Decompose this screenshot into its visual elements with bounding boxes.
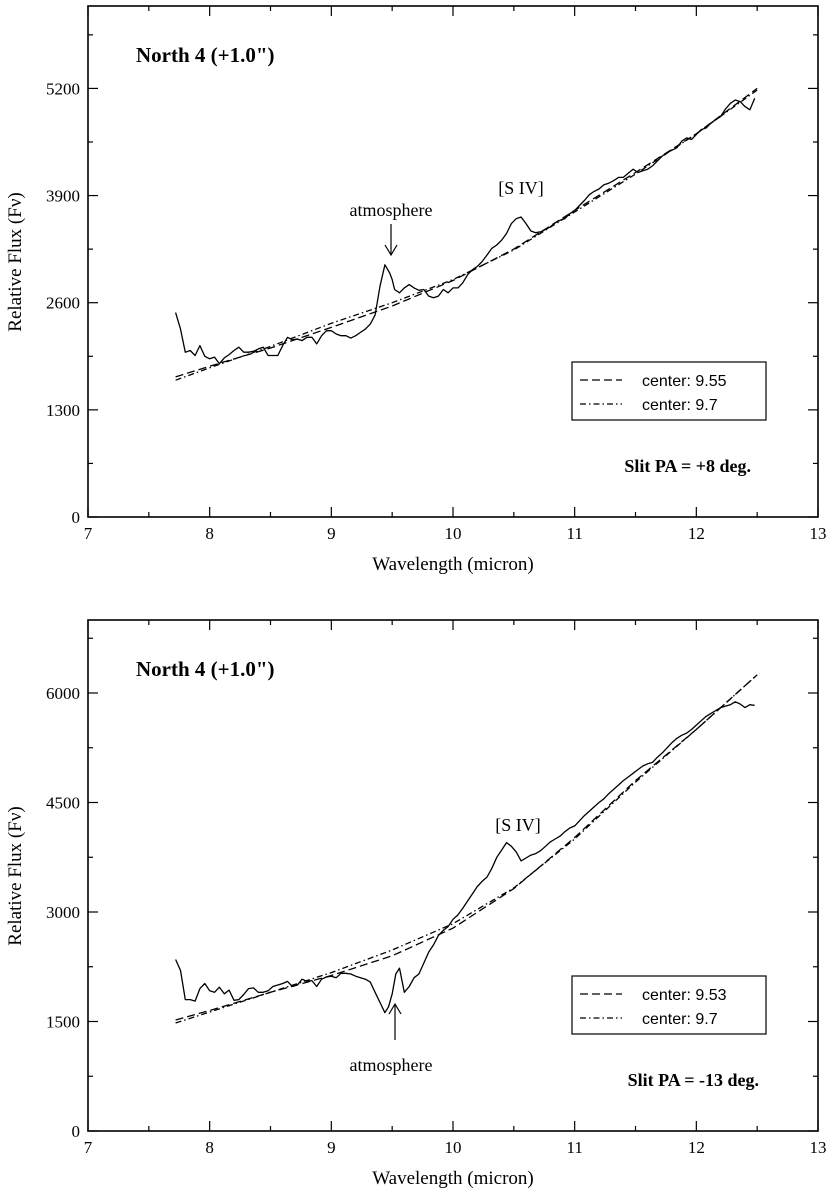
bottom-ticks [87, 620, 819, 1132]
bottom-x-tick-label: 11 [566, 1138, 582, 1157]
top-x-tick-label: 7 [84, 524, 93, 543]
bottom-slit-label: Slit PA = -13 deg. [628, 1070, 759, 1090]
top-y-tick-label: 2600 [46, 294, 80, 313]
bottom-y-axis-title: Relative Flux (Fν) [5, 806, 26, 945]
top-series-dash [175, 87, 758, 378]
bottom-legend-box [571, 975, 767, 1035]
bottom-x-tick-label: 7 [84, 1138, 93, 1157]
bottom-series-dashdot [175, 674, 758, 1024]
bottom-atmosphere-label: atmosphere [350, 1055, 433, 1075]
bottom-legend-label-2: center: 9.7 [642, 1011, 718, 1028]
top-series-dashdot [175, 89, 758, 381]
top-legend-label-2: center: 9.7 [642, 397, 718, 414]
top-y-axis-title: Relative Flux (Fν) [5, 192, 26, 331]
bottom-x-tick-label: 8 [205, 1138, 214, 1157]
bottom-s-iv-label: [S IV] [495, 815, 541, 835]
top-series [174, 87, 758, 381]
bottom-x-axis-title: Wavelength (micron) [372, 1168, 534, 1189]
top-x-tick-label: 11 [566, 524, 582, 543]
bottom-x-tick-label: 10 [445, 1138, 462, 1157]
bottom-y-tick-label: 3000 [46, 903, 80, 922]
bottom-panel: 7 8 9 10 11 12 13 0 1500 3000 4500 6000 North 4 (+1… [5, 619, 827, 1189]
top-x-tick-label: 12 [688, 524, 705, 543]
bottom-x-tick-label: 12 [688, 1138, 705, 1157]
bottom-x-tick-label: 9 [327, 1138, 336, 1157]
top-x-tick-label: 13 [810, 524, 827, 543]
bottom-atmosphere-arrow [388, 1002, 402, 1040]
top-series-solid [174, 98, 756, 365]
bottom-panel-title: North 4 (+1.0") [136, 657, 275, 681]
bottom-tick-labels: 7 8 9 10 11 12 13 0 1500 3000 4500 6000 [46, 684, 827, 1157]
top-legend-label-1: center: 9.55 [642, 373, 727, 390]
bottom-y-tick-label: 6000 [46, 684, 80, 703]
top-y-tick-label: 0 [72, 508, 81, 527]
top-atmosphere-arrow [384, 224, 398, 257]
top-panel-title: North 4 (+1.0") [136, 43, 275, 67]
top-x-tick-label: 8 [205, 524, 214, 543]
bottom-series-solid [175, 701, 755, 1014]
bottom-series-dash [175, 674, 758, 1021]
top-y-tick-label: 3900 [46, 187, 80, 206]
top-slit-label: Slit PA = +8 deg. [624, 456, 751, 476]
top-atmosphere-label: atmosphere [350, 200, 433, 220]
bottom-series [175, 674, 758, 1024]
top-y-tick-label: 5200 [46, 79, 80, 98]
top-legend-box [571, 361, 767, 421]
bottom-y-tick-label: 1500 [46, 1013, 80, 1032]
top-tick-labels: 7 8 9 10 11 12 13 0 1300 2600 3900 5200 [46, 79, 827, 543]
bottom-plot-frame [87, 619, 819, 1132]
bottom-x-tick-label: 13 [810, 1138, 827, 1157]
top-s-iv-label: [S IV] [498, 178, 544, 198]
top-legend: center: 9.55 center: 9.7 [571, 361, 767, 421]
bottom-legend: center: 9.53 center: 9.7 [571, 975, 767, 1035]
bottom-y-tick-label: 4500 [46, 794, 80, 813]
top-y-tick-label: 1300 [46, 401, 80, 420]
top-x-axis-title: Wavelength (micron) [372, 554, 534, 575]
top-x-tick-label: 10 [445, 524, 462, 543]
bottom-legend-label-1: center: 9.53 [642, 987, 727, 1004]
bottom-y-tick-label: 0 [72, 1122, 81, 1141]
top-ticks [87, 6, 819, 518]
top-x-tick-label: 9 [327, 524, 336, 543]
top-plot-frame [87, 5, 819, 518]
top-panel: 7 8 9 10 11 12 13 0 1300 2600 3900 5200 North 4 (+1… [5, 5, 827, 575]
